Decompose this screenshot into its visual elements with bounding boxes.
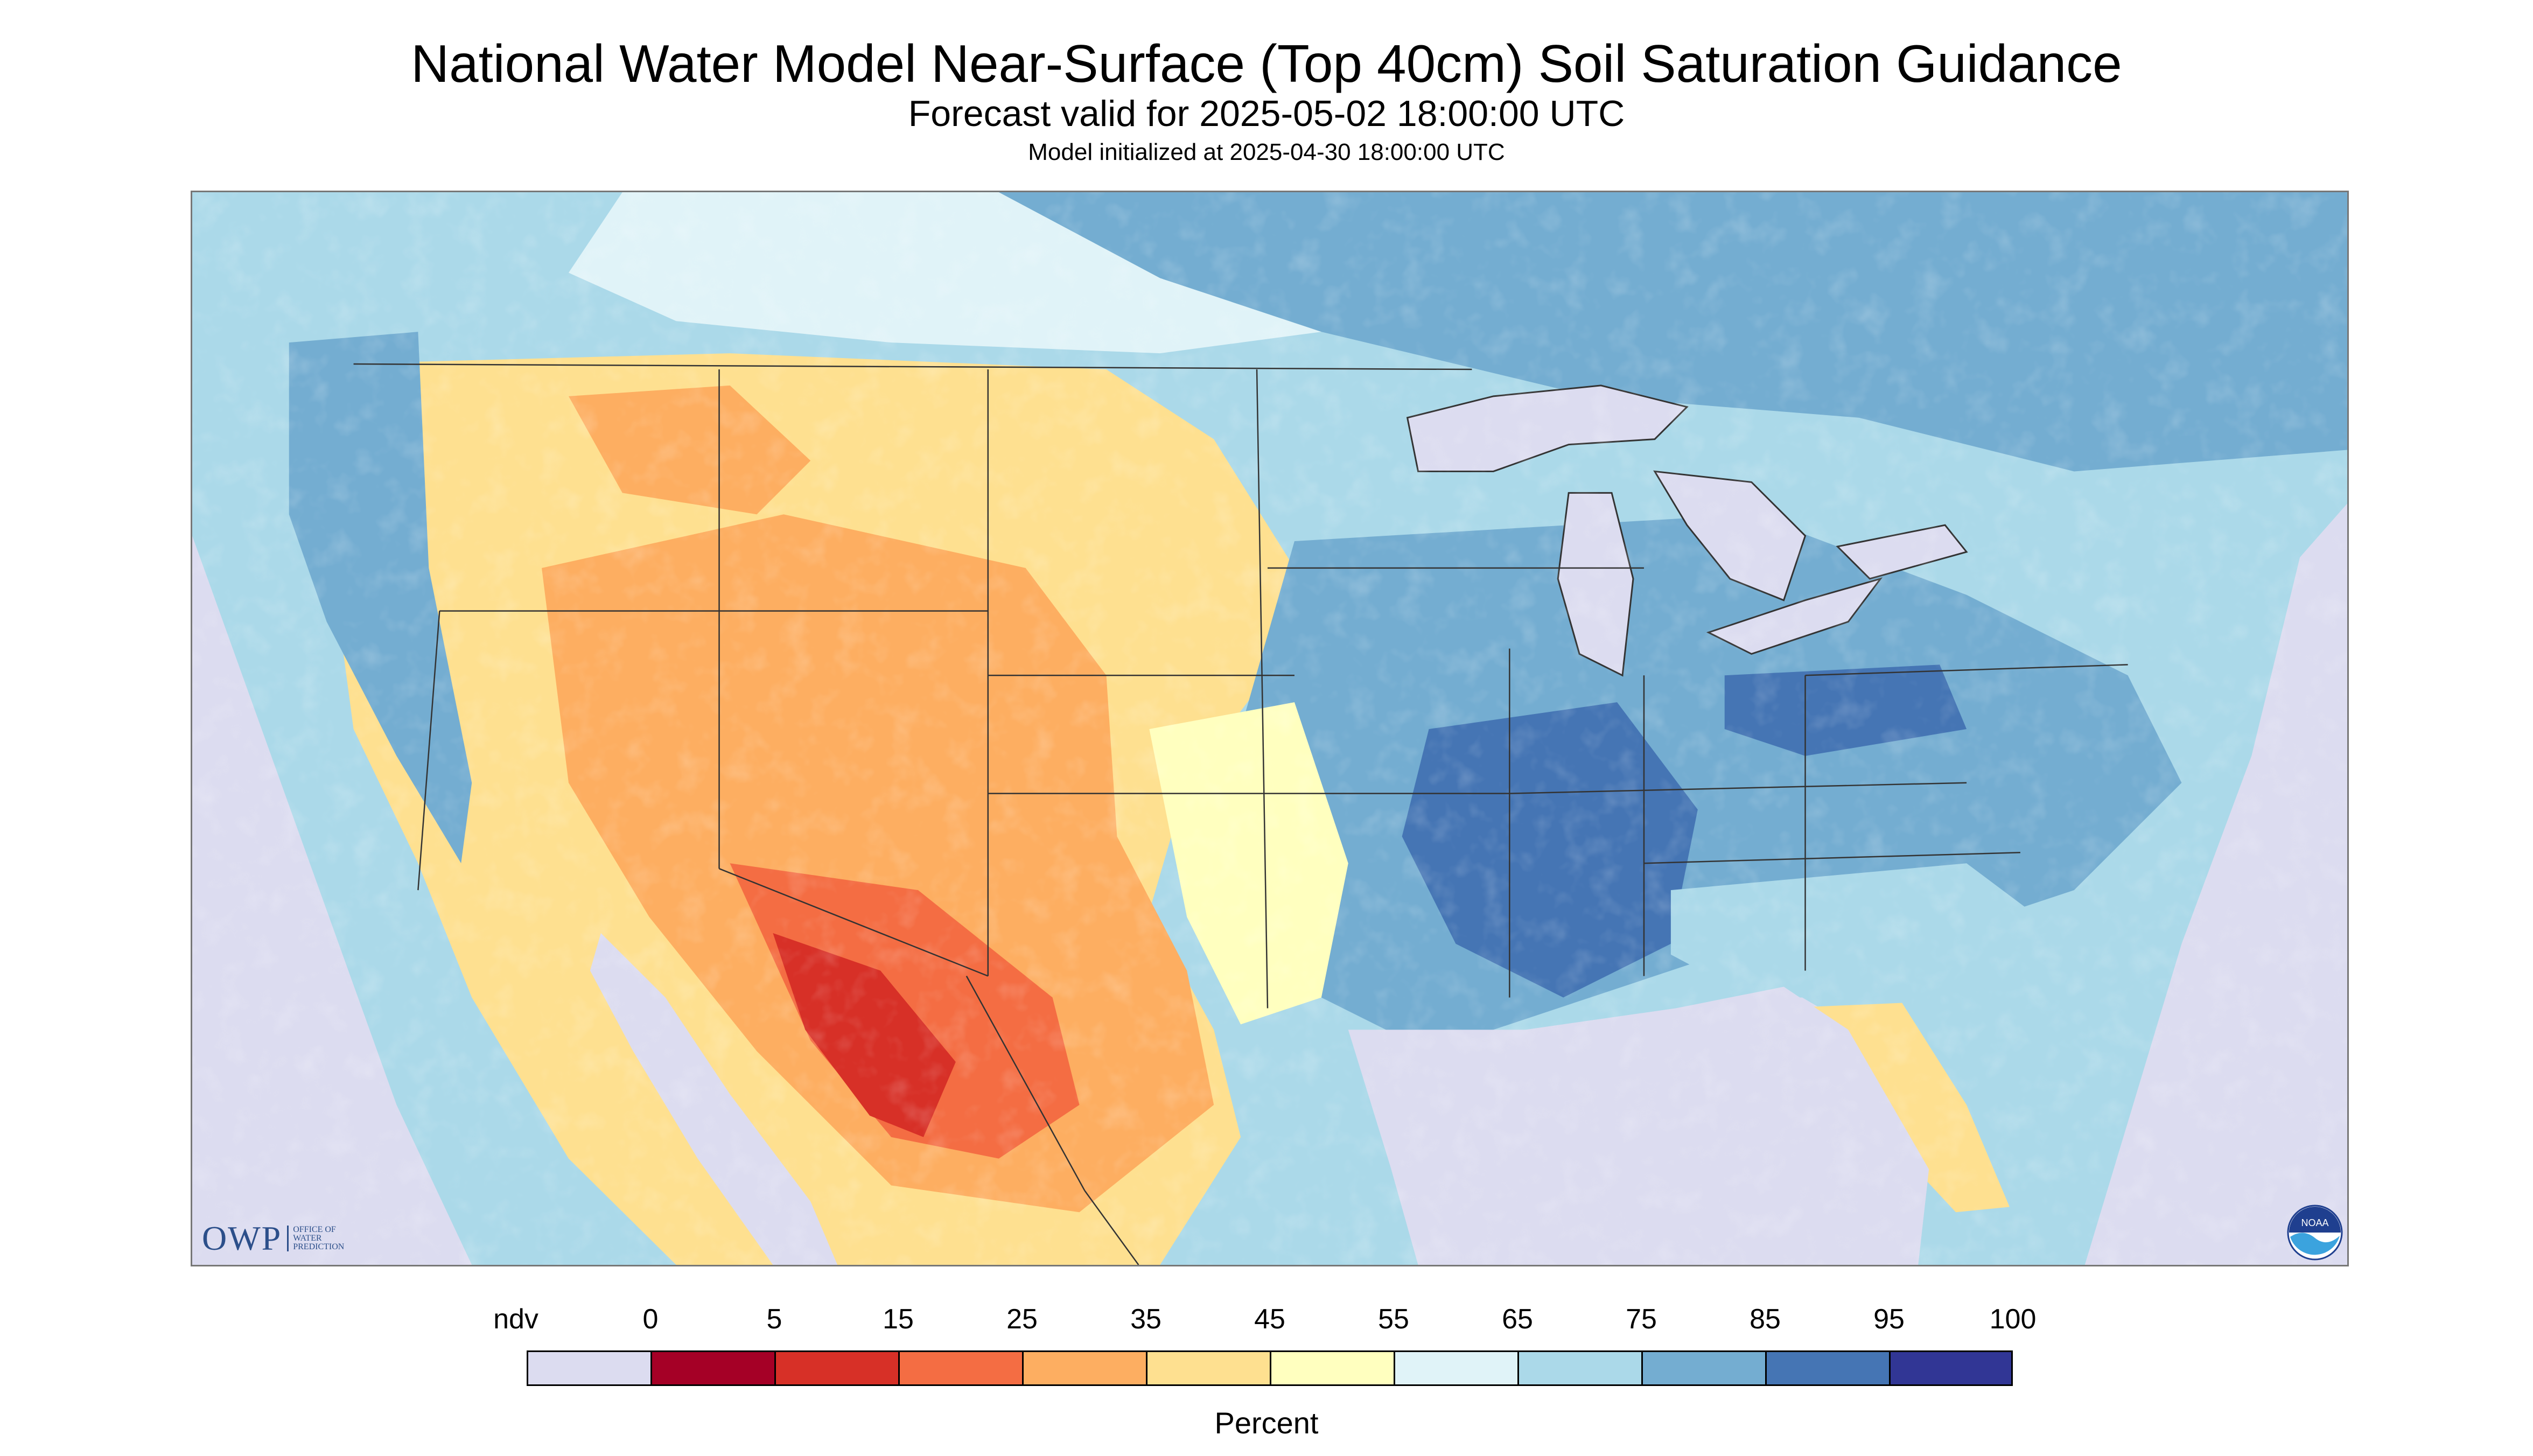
legend-label: 25	[1006, 1304, 1038, 1335]
noaa-logo-icon: NOAA	[2287, 1205, 2343, 1261]
legend-swatch-0	[650, 1350, 776, 1386]
legend-label: 65	[1502, 1304, 1533, 1335]
legend-label: 95	[1873, 1304, 1905, 1335]
legend-swatch-ndv	[527, 1350, 652, 1386]
owp-logo-line: PREDICTION	[293, 1242, 345, 1251]
owp-logo-subtext: OFFICE OF WATER PREDICTION	[287, 1226, 344, 1251]
legend-label-end: 100	[1989, 1304, 2037, 1335]
owp-logo-line: WATER	[293, 1234, 322, 1243]
legend-swatch-75	[1641, 1350, 1767, 1386]
legend-swatch-15	[898, 1350, 1024, 1386]
legend-label: 55	[1378, 1304, 1409, 1335]
owp-logo-text: OWP	[202, 1219, 282, 1257]
forecast-valid-subtitle: Forecast valid for 2025-05-02 18:00:00 U…	[908, 93, 1625, 134]
map-title: National Water Model Near-Surface (Top 4…	[411, 34, 2122, 93]
owp-logo-line: OFFICE OF	[293, 1225, 336, 1234]
legend-label: 15	[883, 1304, 914, 1335]
legend-title: Percent	[1214, 1406, 1319, 1440]
legend-swatch-65	[1517, 1350, 1643, 1386]
legend-swatch-25	[1022, 1350, 1147, 1386]
legend-label: 0	[642, 1304, 659, 1335]
legend-swatch-45	[1270, 1350, 1395, 1386]
texture-overlay	[192, 192, 2347, 1265]
legend-colorbar	[527, 1350, 2013, 1386]
legend-label: 35	[1130, 1304, 1161, 1335]
legend-label: 75	[1626, 1304, 1657, 1335]
owp-logo: OWP OFFICE OF WATER PREDICTION	[202, 1219, 344, 1258]
model-init-subtitle: Model initialized at 2025-04-30 18:00:00…	[1028, 139, 1505, 165]
legend-swatch-5	[774, 1350, 900, 1386]
legend-swatch-95	[1889, 1350, 2013, 1386]
legend-swatch-85	[1765, 1350, 1891, 1386]
legend-label: 45	[1254, 1304, 1285, 1335]
svg-text:NOAA: NOAA	[2301, 1217, 2328, 1228]
legend-label: 85	[1750, 1304, 1781, 1335]
soil-saturation-map[interactable]: OWP OFFICE OF WATER PREDICTION NOAA	[191, 191, 2349, 1266]
state-borders	[353, 363, 2128, 1265]
legend-label: ndv	[493, 1304, 538, 1335]
legend-label: 5	[766, 1304, 782, 1335]
map-canvas	[192, 192, 2347, 1265]
legend-swatch-55	[1394, 1350, 1519, 1386]
legend-swatch-35	[1146, 1350, 1271, 1386]
